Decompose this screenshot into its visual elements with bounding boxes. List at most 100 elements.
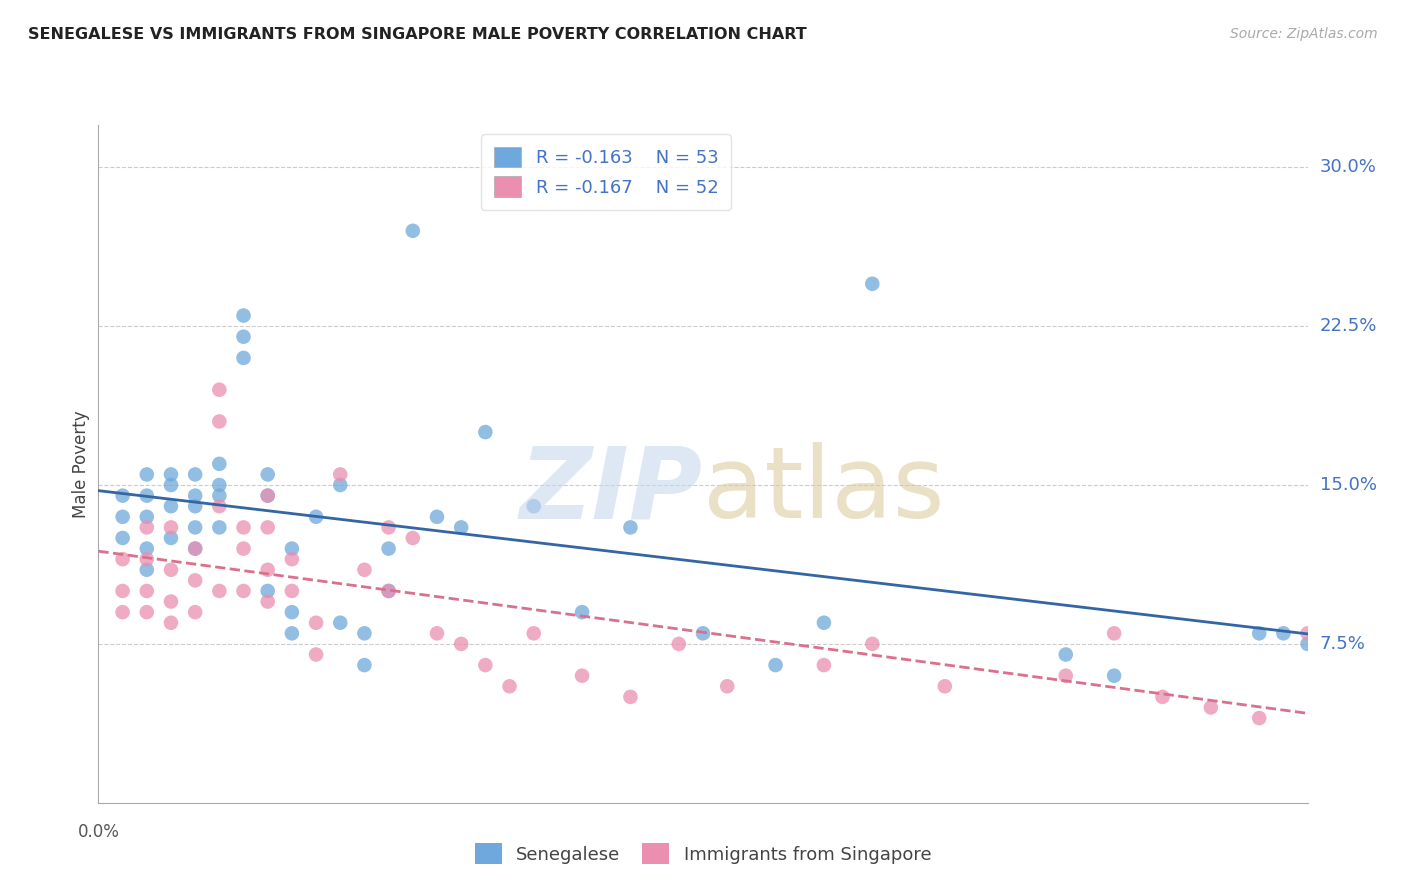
Text: 22.5%: 22.5% [1320,318,1376,335]
Point [135,552,157,566]
Point [208,500,231,514]
Point [1054,669,1077,683]
Point [450,520,472,534]
Point [1249,626,1271,640]
Point [135,583,157,598]
Point [813,615,835,630]
Point [860,277,883,291]
Point [377,583,399,598]
Point [135,563,157,577]
Point [256,594,278,608]
Point [135,467,157,482]
Point [111,509,134,524]
Point [353,626,375,640]
Point [281,605,304,619]
Point [1296,626,1319,640]
Point [450,637,472,651]
Point [281,541,304,556]
Point [498,679,520,693]
Point [232,309,254,323]
Point [765,658,787,673]
Point [160,615,183,630]
Point [860,637,883,651]
Point [305,648,328,662]
Point [1199,700,1222,714]
Point [111,583,134,598]
Point [184,520,207,534]
Point [232,541,254,556]
Point [111,531,134,545]
Point [1249,711,1271,725]
Point [256,583,278,598]
Point [1272,626,1295,640]
Point [208,520,231,534]
Point [377,520,399,534]
Point [208,478,231,492]
Point [135,520,157,534]
Point [474,425,496,439]
Point [256,489,278,503]
Text: 30.0%: 30.0% [1320,158,1376,177]
Point [184,541,207,556]
Point [160,478,183,492]
Point [329,467,352,482]
Point [160,467,183,482]
Text: 15.0%: 15.0% [1320,476,1376,494]
Point [232,583,254,598]
Point [135,509,157,524]
Point [135,489,157,503]
Point [184,541,207,556]
Point [256,520,278,534]
Point [256,563,278,577]
Point [135,605,157,619]
Point [619,690,641,704]
Legend: Senegalese, Immigrants from Singapore: Senegalese, Immigrants from Singapore [464,832,942,875]
Point [1296,637,1319,651]
Text: 7.5%: 7.5% [1320,635,1365,653]
Point [402,224,425,238]
Text: SENEGALESE VS IMMIGRANTS FROM SINGAPORE MALE POVERTY CORRELATION CHART: SENEGALESE VS IMMIGRANTS FROM SINGAPORE … [28,27,807,42]
Point [184,574,207,588]
Point [571,669,593,683]
Point [281,552,304,566]
Point [377,583,399,598]
Point [329,615,352,630]
Point [111,552,134,566]
Point [426,509,449,524]
Point [232,330,254,344]
Point [160,520,183,534]
Point [692,626,714,640]
Point [184,489,207,503]
Point [135,541,157,556]
Point [716,679,738,693]
Point [813,658,835,673]
Point [208,383,231,397]
Point [305,615,328,630]
Point [160,563,183,577]
Point [353,563,375,577]
Point [256,467,278,482]
Point [474,658,496,673]
Point [208,489,231,503]
Point [281,583,304,598]
Point [571,605,593,619]
Point [160,531,183,545]
Point [1102,669,1125,683]
Point [426,626,449,640]
Point [1054,648,1077,662]
Text: 0.0%: 0.0% [77,823,120,841]
Point [111,489,134,503]
Point [668,637,690,651]
Point [160,500,183,514]
Point [305,509,328,524]
Point [402,531,425,545]
Point [160,594,183,608]
Point [377,541,399,556]
Point [184,605,207,619]
Point [523,500,546,514]
Point [1102,626,1125,640]
Point [208,457,231,471]
Point [232,520,254,534]
Point [111,605,134,619]
Point [353,658,375,673]
